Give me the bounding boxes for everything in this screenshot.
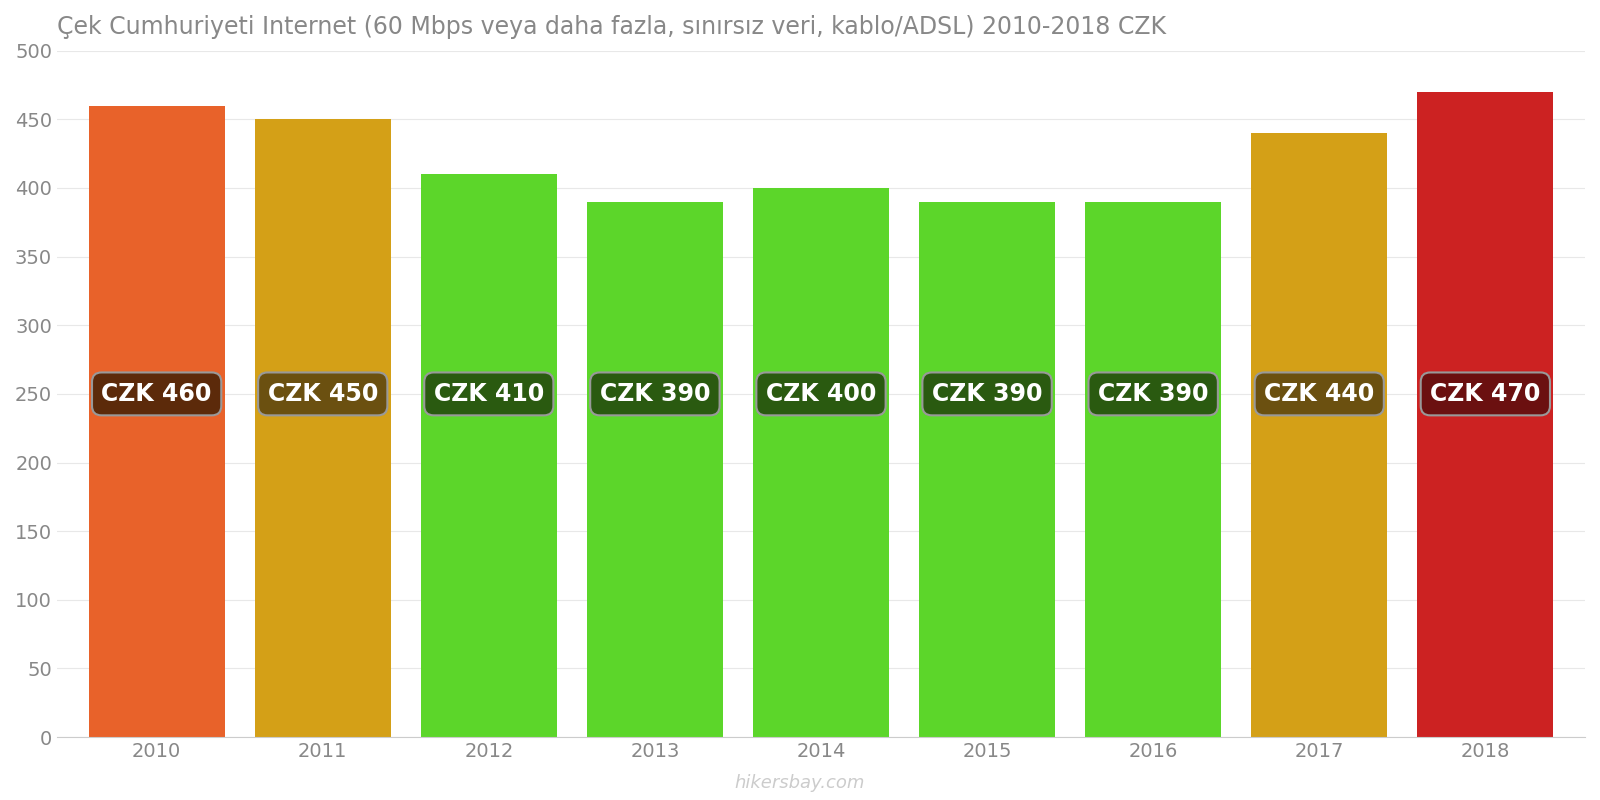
Bar	[754, 188, 890, 737]
Text: CZK 390: CZK 390	[600, 382, 710, 406]
Bar	[88, 106, 224, 737]
Text: CZK 390: CZK 390	[1098, 382, 1208, 406]
Bar	[1418, 92, 1554, 737]
Text: CZK 470: CZK 470	[1430, 382, 1541, 406]
Bar	[1251, 133, 1387, 737]
Text: CZK 410: CZK 410	[434, 382, 544, 406]
Bar	[918, 202, 1054, 737]
Text: CZK 400: CZK 400	[766, 382, 877, 406]
Bar	[421, 174, 557, 737]
Bar	[587, 202, 723, 737]
Bar	[254, 119, 390, 737]
Text: CZK 440: CZK 440	[1264, 382, 1374, 406]
Text: hikersbay.com: hikersbay.com	[734, 774, 866, 792]
Text: CZK 390: CZK 390	[931, 382, 1042, 406]
Text: Çek Cumhuriyeti Internet (60 Mbps veya daha fazla, sınırsız veri, kablo/ADSL) 20: Çek Cumhuriyeti Internet (60 Mbps veya d…	[58, 15, 1166, 39]
Bar	[1085, 202, 1221, 737]
Text: CZK 460: CZK 460	[101, 382, 211, 406]
Text: CZK 450: CZK 450	[267, 382, 378, 406]
